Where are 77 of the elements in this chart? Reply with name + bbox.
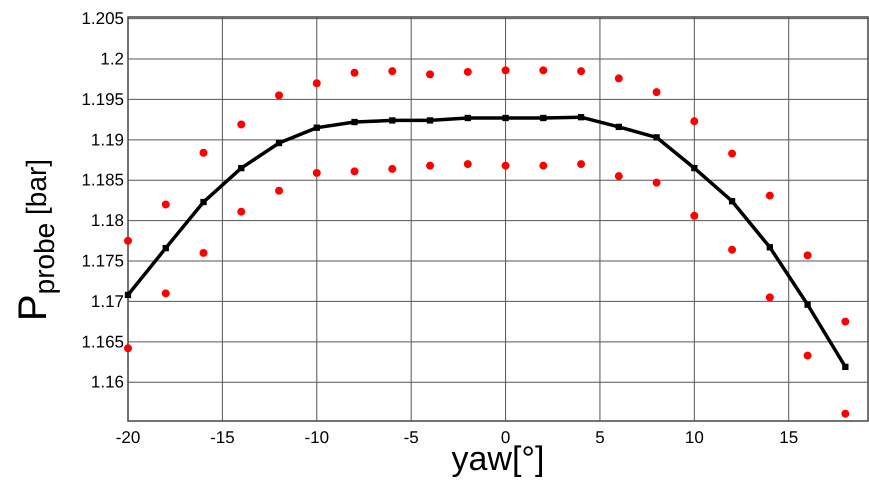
x-tick-label: -15 bbox=[210, 428, 235, 448]
point bbox=[652, 88, 661, 96]
point bbox=[540, 114, 546, 122]
point bbox=[237, 208, 246, 216]
point bbox=[502, 162, 510, 170]
point bbox=[124, 236, 132, 245]
x-tick-label: 10 bbox=[684, 428, 704, 448]
x-tick-label: -5 bbox=[404, 428, 419, 448]
point bbox=[691, 164, 698, 172]
x-tick-label: 15 bbox=[779, 428, 798, 448]
point bbox=[312, 79, 321, 88]
x-tick-label: -10 bbox=[304, 428, 330, 448]
point bbox=[539, 66, 548, 74]
point bbox=[728, 198, 736, 204]
y-tick-label: 1.185 bbox=[81, 170, 124, 190]
point bbox=[162, 289, 170, 298]
point bbox=[577, 67, 586, 76]
point bbox=[614, 74, 623, 82]
point bbox=[312, 168, 321, 177]
point bbox=[275, 91, 284, 100]
point bbox=[841, 410, 850, 418]
point bbox=[237, 120, 246, 128]
point bbox=[804, 251, 812, 260]
point bbox=[276, 140, 282, 146]
point bbox=[690, 212, 698, 220]
x-tick-label: -20 bbox=[116, 428, 140, 448]
y-tick-label: 1.18 bbox=[90, 211, 124, 230]
y-tick-label: 1.205 bbox=[81, 9, 124, 28]
point bbox=[464, 114, 471, 122]
point bbox=[766, 293, 774, 302]
y-tick-label: 1.19 bbox=[90, 130, 124, 150]
point bbox=[842, 364, 849, 370]
point bbox=[388, 67, 396, 76]
point bbox=[652, 178, 661, 187]
point bbox=[502, 114, 509, 122]
point bbox=[200, 248, 208, 257]
point bbox=[275, 186, 284, 195]
y-tick-label: 1.195 bbox=[81, 90, 124, 109]
point bbox=[124, 292, 132, 298]
point bbox=[804, 352, 812, 360]
point bbox=[578, 114, 584, 120]
point bbox=[238, 164, 244, 172]
point bbox=[389, 117, 396, 124]
point bbox=[766, 192, 774, 200]
point bbox=[314, 124, 320, 131]
point bbox=[464, 68, 472, 76]
point bbox=[351, 118, 358, 126]
point bbox=[804, 301, 811, 308]
point bbox=[124, 344, 132, 352]
y-tick-label: 1.175 bbox=[81, 251, 124, 270]
point bbox=[614, 172, 623, 180]
point bbox=[162, 244, 169, 252]
point bbox=[728, 150, 736, 158]
point bbox=[350, 167, 359, 176]
point bbox=[162, 200, 170, 208]
point bbox=[502, 66, 510, 74]
point bbox=[200, 148, 208, 157]
point bbox=[728, 246, 736, 254]
y-tick-label: 1.17 bbox=[90, 292, 124, 311]
point bbox=[690, 117, 698, 126]
point bbox=[577, 160, 586, 168]
point bbox=[841, 318, 850, 326]
point bbox=[426, 117, 434, 124]
point bbox=[539, 162, 548, 170]
point bbox=[200, 198, 207, 206]
point bbox=[426, 70, 434, 78]
point bbox=[426, 162, 434, 170]
point bbox=[616, 124, 622, 130]
y-tick-label: 1.16 bbox=[90, 372, 124, 392]
point bbox=[388, 164, 396, 173]
x-tick-label: 5 bbox=[595, 428, 605, 448]
y-tick-label: 1.2 bbox=[100, 49, 124, 68]
point bbox=[653, 134, 660, 141]
point bbox=[464, 160, 472, 168]
y-tick-label: 1.165 bbox=[81, 332, 124, 352]
point bbox=[766, 244, 773, 250]
point bbox=[350, 68, 359, 77]
